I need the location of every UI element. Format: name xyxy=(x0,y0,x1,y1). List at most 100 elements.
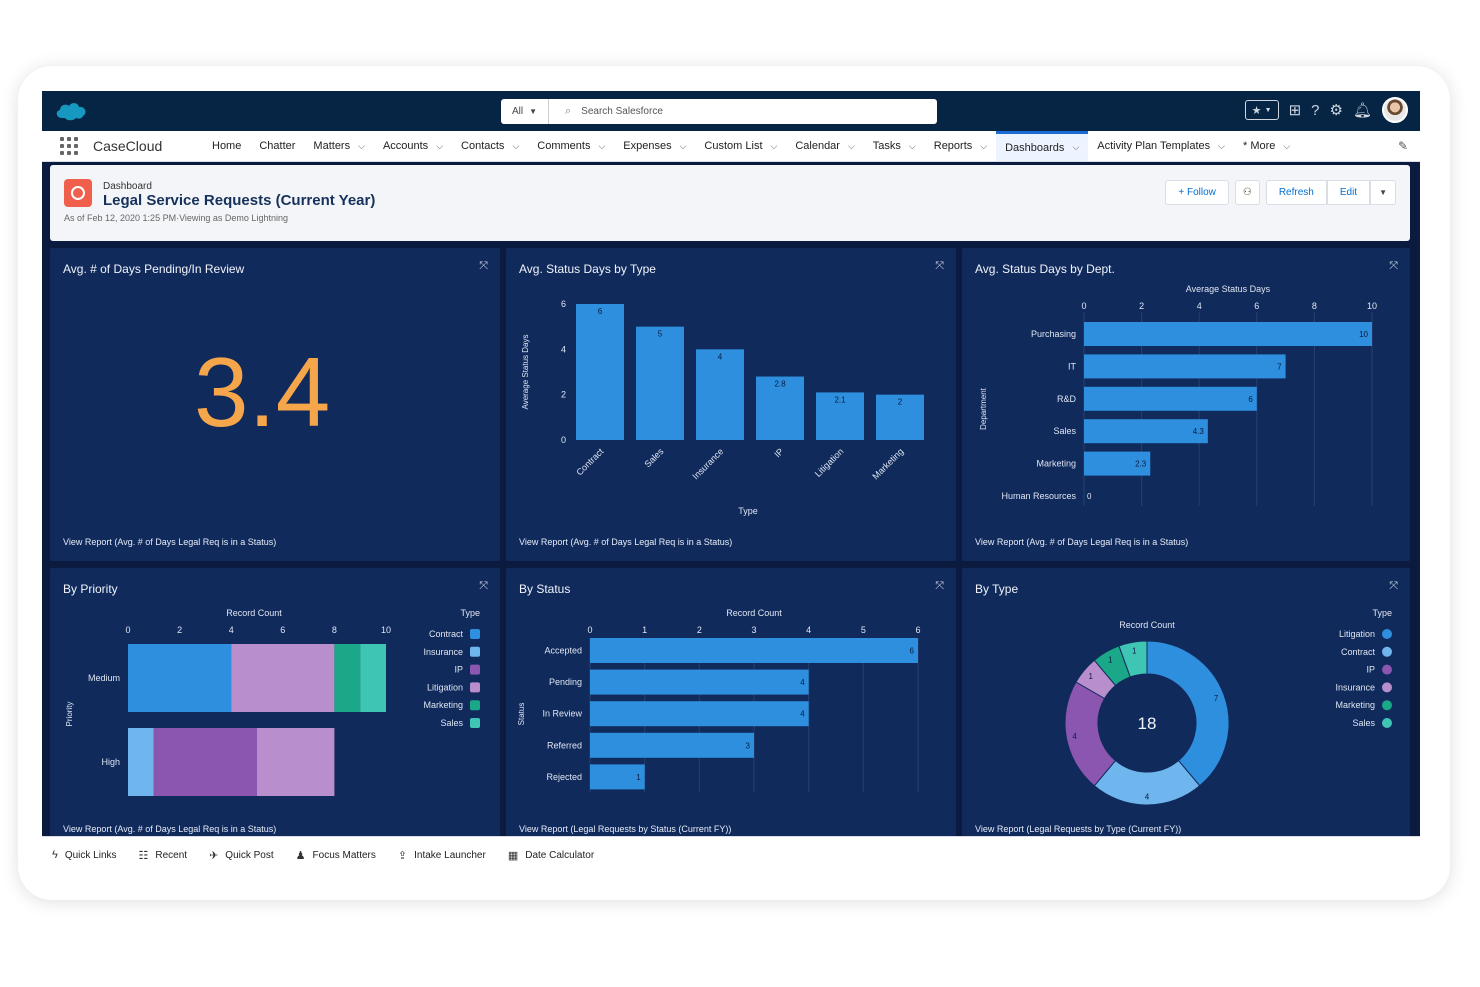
chevron-down-icon[interactable]: ⌵ xyxy=(980,140,988,151)
bar-litigation[interactable] xyxy=(816,392,864,440)
tab-comments[interactable]: Comments ⌵ xyxy=(528,131,614,161)
global-actions-icon[interactable]: ⊞ xyxy=(1288,102,1302,119)
bar-accepted[interactable] xyxy=(590,638,918,663)
bar-referred[interactable] xyxy=(590,732,754,758)
tab-label: Accounts xyxy=(382,140,429,152)
search-input[interactable]: Search Salesforce xyxy=(581,106,663,117)
bar-marketing[interactable] xyxy=(876,394,924,440)
tab-more[interactable]: * More ⌵ xyxy=(1234,131,1299,161)
calendar-icon: ▦ xyxy=(507,849,519,862)
data-label: 6 xyxy=(1248,395,1253,404)
legend-swatch xyxy=(470,700,480,711)
status-by-dept-chart: Average Status Days 0 2 4 6 8 10 Department Purc… xyxy=(979,284,1377,506)
legend-label: Litigation xyxy=(1339,629,1375,639)
tab-label: Chatter xyxy=(259,140,296,152)
view-report-link[interactable]: View Report (Legal Requests by Type (Cur… xyxy=(975,824,1182,834)
bell-icon[interactable]: 🔔︎ xyxy=(1352,102,1372,119)
refresh-button[interactable]: Refresh xyxy=(1265,180,1327,205)
expand-icon[interactable]: ⤧ xyxy=(1389,260,1398,272)
view-report-link[interactable]: View Report (Legal Requests by Status (C… xyxy=(519,824,732,834)
search-scope-select[interactable]: All ▼ xyxy=(501,99,549,124)
legend-label: Contract xyxy=(429,629,464,639)
bar-segment-marketing[interactable] xyxy=(334,644,361,712)
bar-in-review[interactable] xyxy=(590,701,809,727)
slice-litigation[interactable] xyxy=(1146,640,1230,787)
expand-icon[interactable]: ⤧ xyxy=(479,260,488,272)
edit-nav-pencil-icon[interactable]: ✎ xyxy=(1397,139,1408,153)
chevron-down-icon[interactable]: ⌵ xyxy=(512,140,520,151)
bar-purchasing[interactable] xyxy=(1084,322,1372,346)
global-search[interactable]: All ▼ ⌕ Search Salesforce xyxy=(501,99,937,124)
salesforce-cloud-logo[interactable] xyxy=(54,100,88,122)
bar-segment-contract[interactable] xyxy=(128,644,232,712)
tab-activity-plan-templates[interactable]: Activity Plan Templates ⌵ xyxy=(1088,131,1234,161)
bar-sales[interactable] xyxy=(1084,419,1208,444)
expand-icon[interactable]: ⤧ xyxy=(479,580,488,592)
tab-home[interactable]: Home xyxy=(203,131,250,161)
bar-pending[interactable] xyxy=(590,669,809,695)
chevron-down-icon[interactable]: ⌵ xyxy=(1218,140,1225,151)
chevron-down-icon[interactable]: ⌵ xyxy=(847,140,855,151)
bar-insurance[interactable] xyxy=(696,349,744,440)
tab-custom-list[interactable]: Custom List ⌵ xyxy=(695,131,786,161)
view-report-link[interactable]: View Report (Avg. # of Days Legal Req is… xyxy=(63,824,277,834)
help-icon[interactable]: ? xyxy=(1311,101,1320,119)
tab-expenses[interactable]: Expenses ⌵ xyxy=(614,131,695,161)
bar-ip[interactable] xyxy=(756,376,804,440)
x-tick-label: 2 xyxy=(177,625,182,635)
bar-segment-insurance[interactable] xyxy=(128,728,154,796)
tab-dashboards[interactable]: Dashboards ⌵ xyxy=(996,131,1089,161)
gear-icon[interactable]: ⚙ xyxy=(1329,102,1343,119)
favorites-button[interactable]: ★ ▼ xyxy=(1244,100,1279,120)
chevron-down-icon[interactable]: ⌵ xyxy=(358,140,365,151)
tab-matters[interactable]: Matters ⌵ xyxy=(304,131,374,161)
tab-tasks[interactable]: Tasks ⌵ xyxy=(864,131,925,161)
follow-button[interactable]: + Follow xyxy=(1165,180,1229,205)
utility-date-calculator[interactable]: ▦ Date Calculator xyxy=(508,849,594,862)
tab-label: Dashboards xyxy=(1005,141,1065,154)
tab-reports[interactable]: Reports ⌵ xyxy=(925,131,996,161)
chevron-down-icon[interactable]: ⌵ xyxy=(598,140,606,151)
edit-button[interactable]: Edit xyxy=(1326,180,1371,205)
tab-calendar[interactable]: Calendar ⌵ xyxy=(786,131,863,161)
view-report-link[interactable]: View Report (Avg. # of Days Legal Req is… xyxy=(975,537,1189,547)
chevron-down-icon[interactable]: ⌵ xyxy=(908,140,916,151)
x-axis-label: Record Count xyxy=(226,608,282,618)
app-launcher-icon[interactable] xyxy=(60,137,78,155)
view-report-link[interactable]: View Report (Avg. # of Days Legal Req is… xyxy=(63,537,277,547)
chevron-down-icon[interactable]: ⌵ xyxy=(1072,142,1080,152)
tab-accounts[interactable]: Accounts ⌵ xyxy=(374,131,452,161)
expand-icon[interactable]: ⤧ xyxy=(935,260,944,272)
utility-quick-links[interactable]: ϟ Quick Links xyxy=(52,849,117,861)
chevron-down-icon[interactable]: ⌵ xyxy=(770,140,778,151)
tab-chatter[interactable]: Chatter xyxy=(250,131,304,161)
bar-r-d[interactable] xyxy=(1084,386,1257,411)
slice-sales[interactable] xyxy=(1118,640,1148,678)
expand-icon[interactable]: ⤧ xyxy=(1389,580,1398,592)
tab-contacts[interactable]: Contacts ⌵ xyxy=(452,131,528,161)
bar-marketing[interactable] xyxy=(1084,451,1151,476)
tab-label: Tasks xyxy=(872,140,901,152)
utility-focus-matters[interactable]: ♟ Focus Matters xyxy=(296,849,376,862)
chevron-down-icon[interactable]: ⌵ xyxy=(1283,140,1291,151)
avatar[interactable] xyxy=(1382,97,1408,123)
bar-sales[interactable] xyxy=(636,326,684,440)
utility-intake-launcher[interactable]: ⇪ Intake Launcher xyxy=(398,849,486,862)
bar-rejected[interactable] xyxy=(590,764,645,790)
bar-segment-sales[interactable] xyxy=(360,644,386,712)
expand-icon[interactable]: ⤧ xyxy=(935,580,944,592)
utility-recent[interactable]: ☷ Recent xyxy=(139,849,188,862)
view-report-link[interactable]: View Report (Avg. # of Days Legal Req is… xyxy=(519,537,733,547)
utility-quick-post[interactable]: ✈ Quick Post xyxy=(209,849,274,862)
bar-segment-ip[interactable] xyxy=(153,728,257,796)
more-actions-button[interactable]: ▼ xyxy=(1370,180,1396,205)
subscribe-button[interactable]: ⚇ xyxy=(1234,180,1260,205)
chevron-down-icon[interactable]: ⌵ xyxy=(679,140,687,151)
data-label: 7 xyxy=(1277,362,1282,371)
bar-segment-litigation[interactable] xyxy=(231,644,335,712)
chevron-down-icon[interactable]: ⌵ xyxy=(436,140,444,151)
bar-segment-litigation[interactable] xyxy=(257,728,335,796)
bar-it[interactable] xyxy=(1084,354,1286,379)
bar-contract[interactable] xyxy=(576,304,624,440)
x-tick-label: 0 xyxy=(587,625,592,635)
